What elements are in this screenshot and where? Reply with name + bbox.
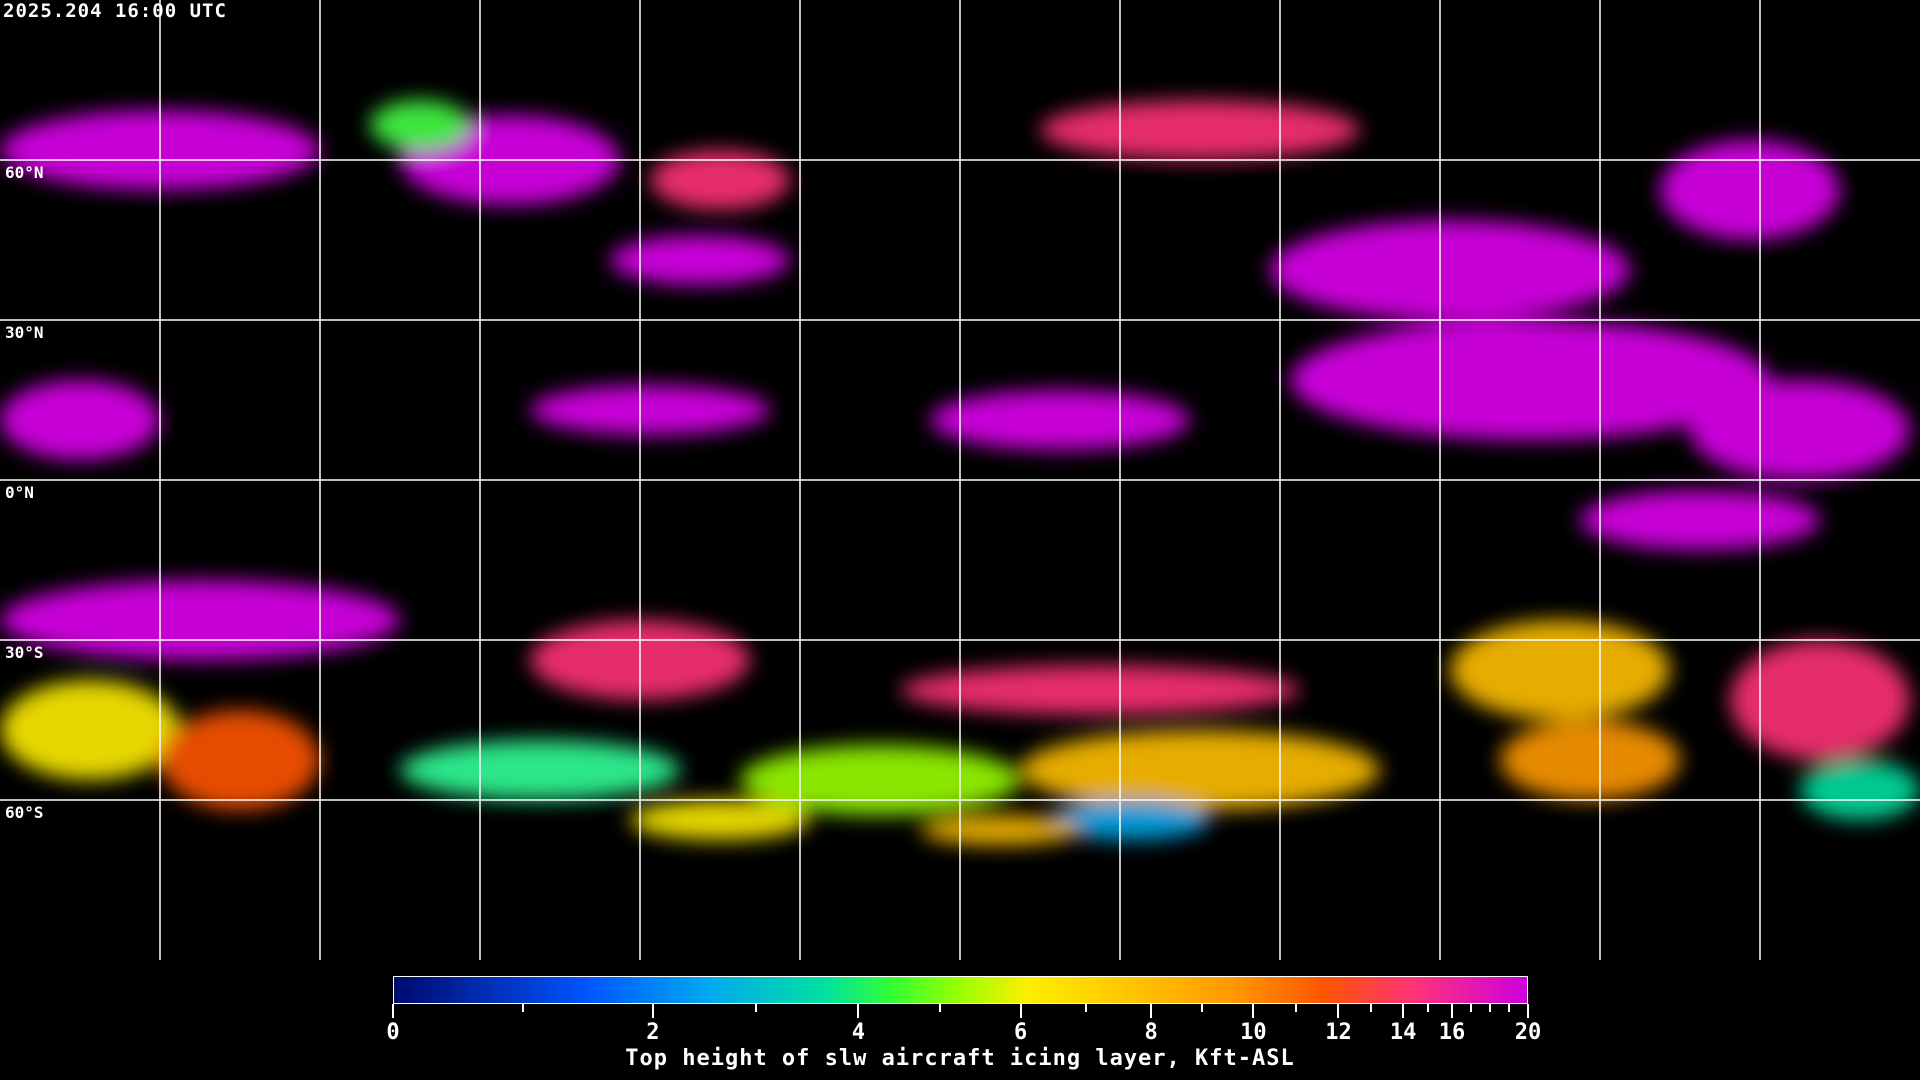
tick-label: 20	[1514, 1020, 1542, 1045]
colorbar-ticks: 0 2 4 6 8 10 12 14 16 20	[386, 1004, 1541, 1064]
tick-label: 6	[1014, 1020, 1028, 1045]
minor-tick	[1201, 1004, 1204, 1012]
minor-tick	[938, 1004, 941, 1012]
lat-label-30n: 30°N	[5, 323, 44, 342]
major-tick	[392, 1004, 394, 1018]
tick-label: 4	[851, 1020, 865, 1045]
minor-tick	[1507, 1004, 1510, 1012]
colorbar	[393, 976, 1528, 1004]
tick-label: 8	[1144, 1020, 1158, 1045]
minor-tick	[1369, 1004, 1372, 1012]
colorbar-title: Top height of slw aircraft icing layer, …	[625, 1046, 1295, 1071]
major-tick	[1527, 1004, 1529, 1018]
minor-tick	[1084, 1004, 1087, 1012]
minor-tick	[521, 1004, 524, 1012]
tick-label: 0	[386, 1020, 400, 1045]
major-tick	[1402, 1004, 1405, 1018]
minor-tick	[754, 1004, 757, 1012]
major-tick	[1150, 1004, 1153, 1018]
minor-tick	[1469, 1004, 1472, 1012]
minor-tick	[1488, 1004, 1491, 1012]
timestamp: 2025.204 16:00 UTC	[3, 0, 227, 22]
lat-label-30s: 30°S	[5, 643, 44, 662]
lat-label-60n: 60°N	[5, 163, 44, 182]
tick-label: 16	[1438, 1020, 1466, 1045]
minor-tick	[1294, 1004, 1297, 1012]
tick-label: 10	[1240, 1020, 1267, 1045]
icing-map: 2025.204 16:00 UTC 60°N 30°N 0°N 30°S 60…	[0, 0, 1920, 960]
lat-label-60s: 60°S	[5, 803, 44, 822]
minor-tick	[1426, 1004, 1429, 1012]
major-tick	[1450, 1004, 1453, 1018]
major-tick	[1019, 1004, 1022, 1018]
tick-label: 12	[1325, 1020, 1352, 1045]
lat-label-0n: 0°N	[5, 483, 34, 502]
tick-label: 14	[1389, 1020, 1417, 1045]
graticule	[0, 0, 1920, 960]
major-tick	[857, 1004, 860, 1018]
major-tick	[651, 1004, 654, 1018]
major-tick	[1337, 1004, 1340, 1018]
map-canvas	[0, 0, 1920, 960]
tick-label: 2	[646, 1020, 660, 1045]
major-tick	[1252, 1004, 1255, 1018]
